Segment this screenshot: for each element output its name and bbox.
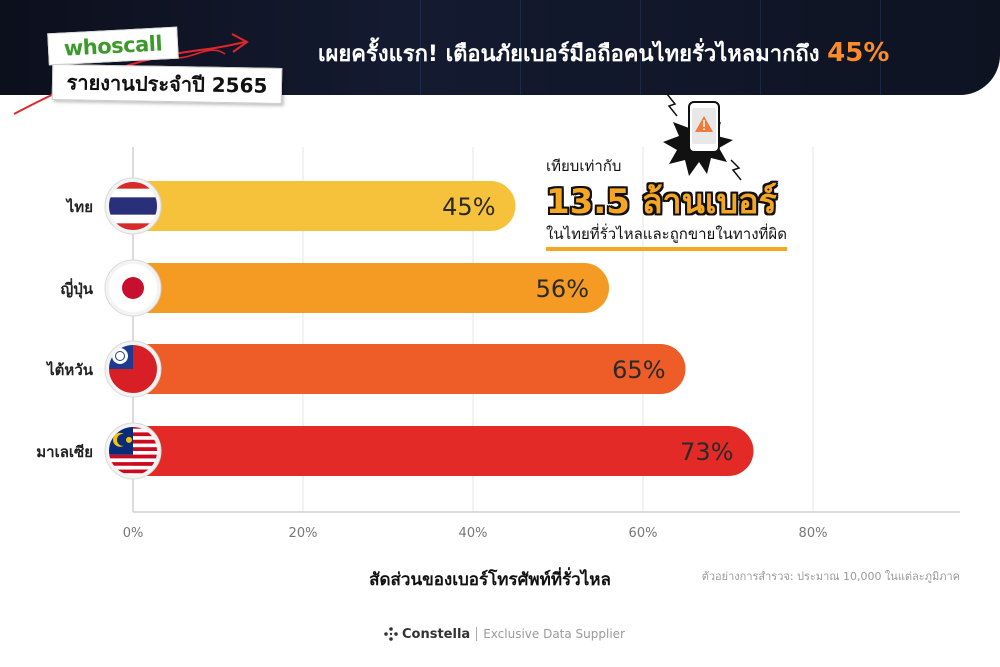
callout-subtitle: ในไทยที่รั่วไหลและถูกขายในทางที่ผิด bbox=[546, 222, 787, 251]
bar-value-label: 65% bbox=[612, 356, 665, 384]
footer: Constella Exclusive Data Supplier bbox=[384, 625, 625, 643]
flag-ring bbox=[105, 260, 161, 316]
bar-value-label: 73% bbox=[680, 438, 733, 466]
footer-divider bbox=[476, 627, 478, 641]
category-label: มาเลเซีย bbox=[36, 443, 93, 461]
flag-outline bbox=[104, 422, 162, 480]
bar bbox=[133, 263, 609, 313]
constella-logo-icon bbox=[384, 627, 398, 641]
x-tick-label: 0% bbox=[123, 526, 144, 541]
callout-big-number: 13.5 ล้านเบอร์ bbox=[546, 182, 777, 222]
bar bbox=[133, 426, 754, 476]
bar bbox=[133, 181, 516, 231]
category-label: ไทย bbox=[65, 197, 93, 216]
category-label: ไต้หวัน bbox=[45, 360, 94, 379]
flag-outline bbox=[104, 177, 162, 235]
footer-tagline: Exclusive Data Supplier bbox=[483, 627, 625, 641]
headline-text: เผยครั้งแรก! เตือนภัยเบอร์มือถือคนไทยรั่… bbox=[318, 42, 820, 67]
bar-value-label: 56% bbox=[536, 275, 589, 303]
flag-ring bbox=[105, 178, 161, 234]
footer-brand: Constella bbox=[402, 626, 471, 642]
headline: เผยครั้งแรก! เตือนภัยเบอร์มือถือคนไทยรั่… bbox=[318, 36, 958, 72]
flag-ring bbox=[105, 423, 161, 479]
x-tick-label: 20% bbox=[289, 526, 318, 541]
flag-outline bbox=[104, 340, 162, 398]
x-tick-label: 80% bbox=[799, 526, 828, 541]
x-tick-label: 40% bbox=[459, 526, 488, 541]
callout: เทียบเท่ากับ 13.5 ล้านเบอร์ ในไทยที่รั่ว… bbox=[540, 150, 810, 251]
malaysia-flag-icon bbox=[107, 425, 159, 477]
callout-prefix: เทียบเท่ากับ bbox=[546, 157, 622, 175]
x-tick-label: 60% bbox=[629, 526, 658, 541]
flag-outline bbox=[104, 259, 162, 317]
category-label: ญี่ปุ่น bbox=[60, 278, 93, 299]
source-note: ตัวอย่างการสำรวจ: ประมาณ 10,000 ในแต่ละภ… bbox=[701, 570, 960, 583]
headline-highlight: 45% bbox=[827, 38, 890, 68]
x-axis-label: สัดส่วนของเบอร์โทรศัพท์ที่รั่วไหล bbox=[369, 570, 611, 590]
bar bbox=[133, 344, 686, 394]
flag-ring bbox=[105, 341, 161, 397]
warning-phone-icon bbox=[655, 88, 745, 183]
bar-value-label: 45% bbox=[442, 193, 495, 221]
